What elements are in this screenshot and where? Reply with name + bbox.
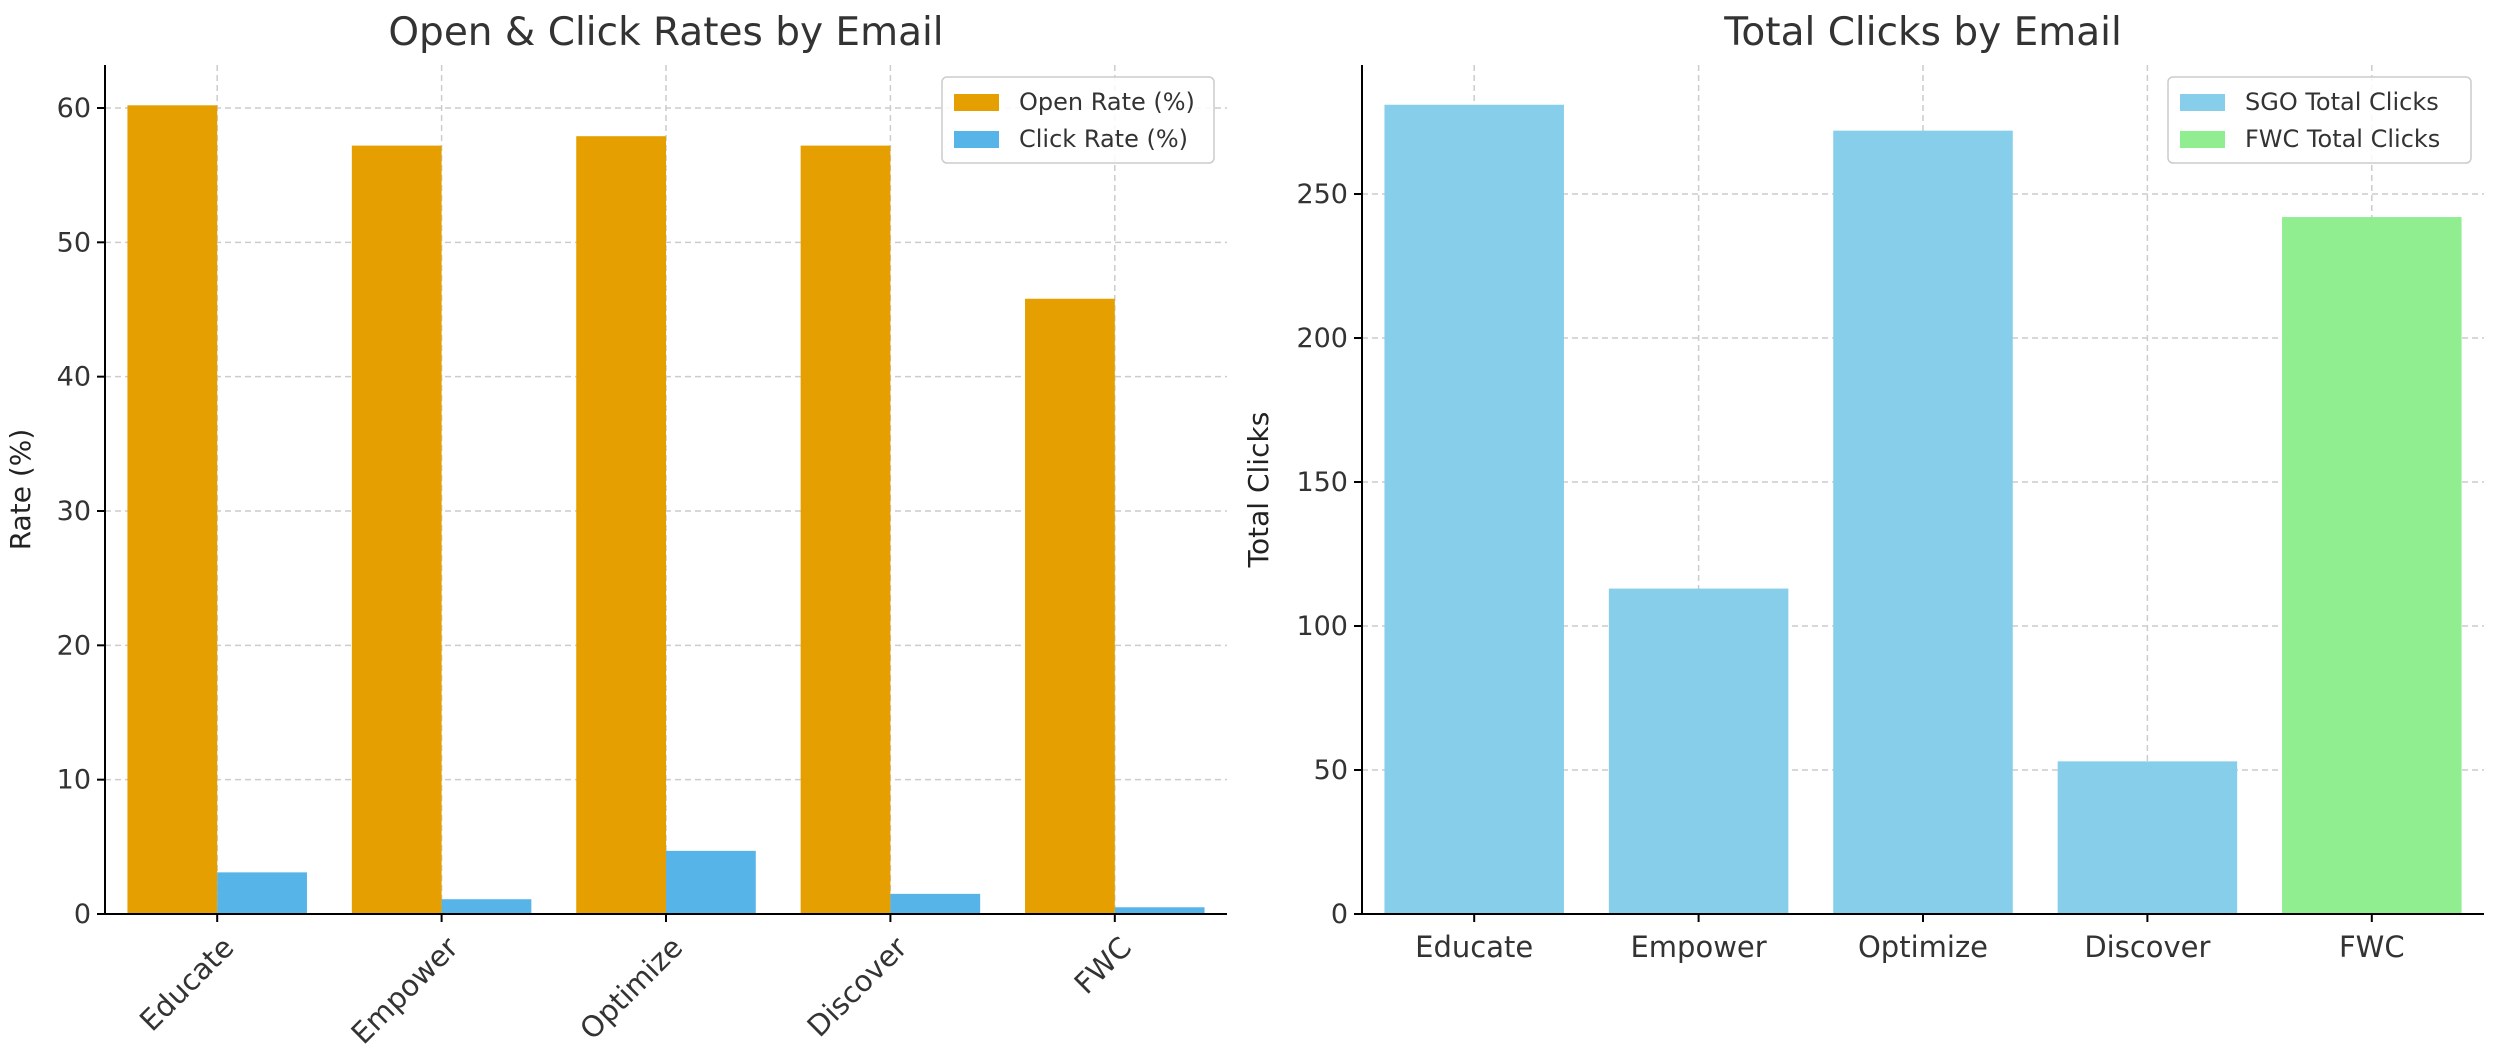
bar-click-rate-discover [890,893,981,914]
y-tick-label: 100 [1296,611,1348,642]
y-axis-label: Total Clicks [1242,412,1275,569]
y-tick-label: 50 [57,227,91,258]
bar-open-rate-empower [351,145,442,915]
bar-discover [2057,761,2238,914]
bar-empower [1608,588,1789,914]
x-tick-label: FWC [2339,930,2405,964]
legend-label: Open Rate (%) [1019,88,1195,116]
chart-total-clicks: 0 50 100 150 200 250 Educate Empower Optimize Dis… [1242,10,2484,964]
bar-fwc [2282,217,2462,915]
legend-box [941,76,1215,164]
bar-open-rate-educate [127,105,218,914]
y-tick-label: 0 [74,899,91,930]
x-tick-label: Educate [133,930,241,1038]
x-tick-label: Empower [1630,930,1766,964]
bar-educate [1384,104,1564,915]
x-tick-label: Optimize [1858,930,1988,964]
legend: SGO Total Clicks FWC Total Clicks [2167,76,2472,164]
legend-label: SGO Total Clicks [2245,88,2439,116]
legend-label: FWC Total Clicks [2245,125,2440,153]
legend-label: Click Rate (%) [1019,125,1188,153]
x-tick-label: Discover [800,930,913,1043]
y-axis-label: Rate (%) [4,429,37,551]
x-tick-label: FWC [1068,930,1138,1000]
chart-title: Total Clicks by Email [1723,10,2122,55]
bars [127,105,1205,915]
legend-swatch [954,131,999,148]
bar-open-rate-discover [800,145,891,915]
bar-open-rate-fwc [1025,298,1115,915]
y-tick-label: 250 [1296,179,1348,210]
chart-open-click-rates: 0 10 20 30 40 50 60 Educate Empower Optimize Disco… [4,10,1227,1051]
bar-click-rate-optimize [666,850,756,914]
x-tick-label: Educate [1415,930,1533,964]
y-tick-label: 20 [57,630,91,661]
y-tick-label: 30 [57,496,91,527]
x-tick-label: Optimize [573,930,689,1046]
legend-box [2167,76,2472,164]
x-tick-label: Discover [2084,930,2210,964]
chart-title: Open & Click Rates by Email [388,10,943,55]
y-tick-label: 200 [1296,323,1348,354]
x-tick-label: Empower [344,930,464,1050]
bars [1384,104,2462,915]
bar-optimize [1833,130,2013,915]
bar-open-rate-optimize [576,136,666,915]
bar-click-rate-empower [441,899,532,914]
legend-swatch [954,94,999,111]
legend-swatch [2180,94,2225,111]
y-tick-label: 60 [57,93,91,124]
bar-click-rate-educate [217,872,307,914]
y-tick-label: 50 [1314,755,1348,786]
legend: Open Rate (%) Click Rate (%) [941,76,1215,164]
y-tick-label: 10 [57,765,91,796]
y-tick-label: 40 [57,362,91,393]
y-tick-label: 0 [1331,899,1348,930]
bar-click-rate-fwc [1114,907,1205,914]
legend-swatch [2180,131,2225,148]
y-tick-label: 150 [1296,467,1348,498]
